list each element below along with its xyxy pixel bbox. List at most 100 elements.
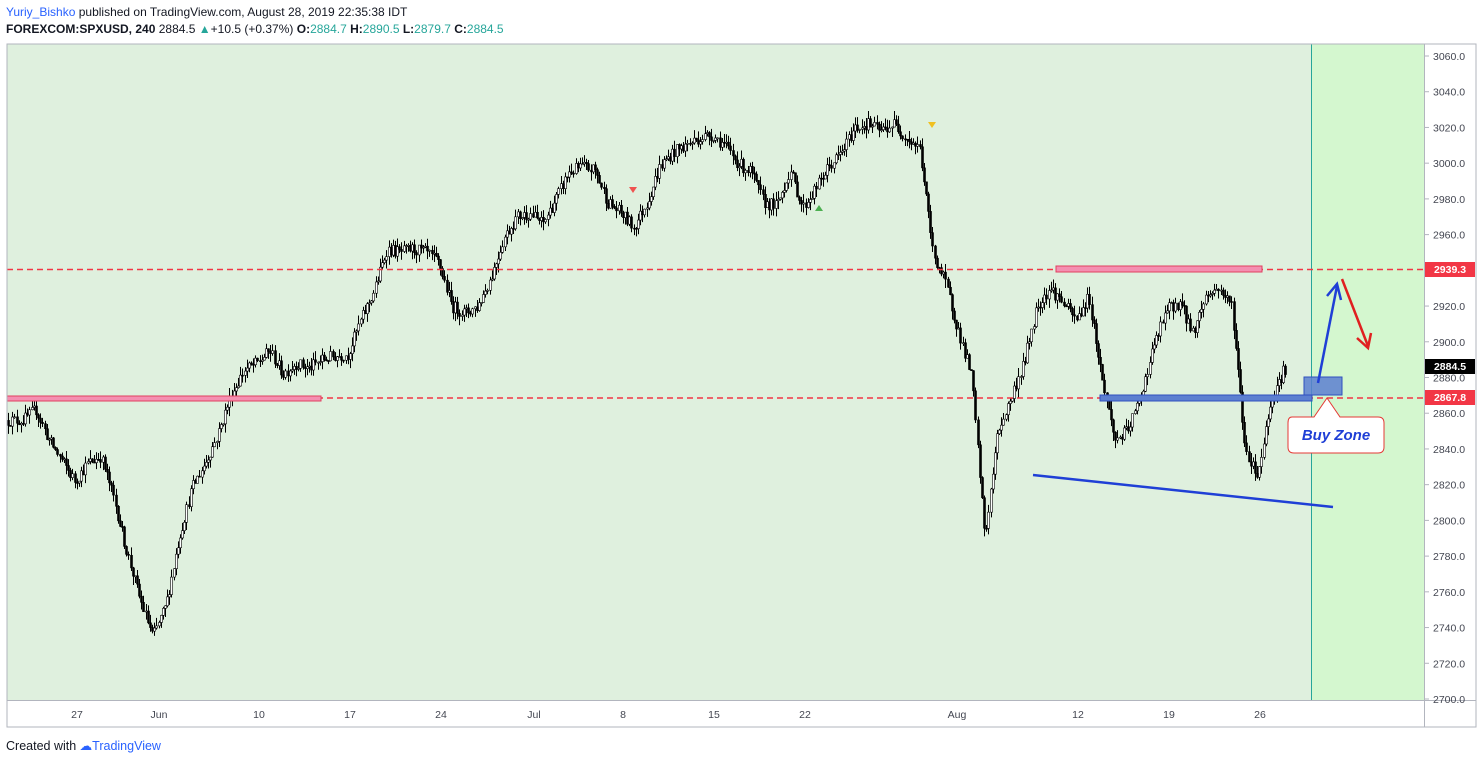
candle-body (1110, 409, 1113, 421)
candle-body (1082, 307, 1085, 317)
candle-body (940, 267, 943, 275)
candle-body (46, 428, 49, 440)
candle-body (757, 180, 760, 186)
y-tick-label: 3000.0 (1433, 158, 1465, 170)
chart-header: Yuriy_Bishko published on TradingView.co… (6, 4, 504, 38)
candle-body (383, 259, 386, 263)
candle-body (115, 494, 118, 507)
candle-body (959, 327, 962, 344)
candle-body (665, 158, 668, 161)
candle-body (1063, 301, 1066, 307)
candle-body (794, 172, 797, 183)
candle-body (1245, 442, 1248, 452)
candle-body (1149, 362, 1152, 375)
support-zone (1099, 394, 1313, 402)
candle-body (106, 469, 109, 473)
candle-body (67, 465, 70, 471)
candle-body (1020, 376, 1023, 378)
down-marker-icon (629, 187, 637, 193)
candle-body (87, 461, 90, 464)
candle-body (880, 129, 883, 131)
candle-body (830, 165, 833, 169)
candle-body (121, 526, 124, 528)
candle-body (1007, 403, 1010, 416)
candle-body (701, 139, 704, 142)
candle-body (802, 202, 805, 205)
candle-body (1028, 341, 1031, 344)
candle-body (1282, 365, 1285, 383)
candle-body (422, 246, 425, 249)
candle-body (437, 255, 440, 260)
candle-body (1239, 369, 1242, 393)
candle-body (564, 176, 567, 189)
yellow-marker-icon (928, 122, 936, 128)
candle-body (1131, 413, 1134, 428)
candle-body (95, 458, 98, 463)
last-price: 2884.5 (158, 22, 196, 36)
candle-body (1033, 326, 1036, 330)
candles-layer (7, 111, 1287, 636)
candle-body (845, 138, 848, 150)
candle-body (482, 294, 485, 303)
candle-body (663, 159, 666, 169)
candle-body (605, 188, 608, 204)
red-arrow-shaft (1340, 278, 1370, 347)
candle-body (1205, 294, 1208, 305)
support-trendline (1032, 473, 1334, 509)
candle-body (415, 252, 418, 256)
candle-body (977, 419, 980, 446)
x-tick-label: 24 (435, 709, 447, 721)
candle-body (385, 256, 388, 261)
tradingview-brand[interactable]: TradingView (92, 739, 161, 753)
candle-body (895, 119, 898, 125)
candle-body (955, 319, 958, 330)
candle-body (510, 228, 513, 235)
candle-body (1086, 294, 1089, 309)
candle-body (888, 127, 891, 133)
candle-body (729, 145, 732, 151)
candle-body (811, 198, 814, 200)
candle-body (196, 475, 199, 484)
candle-body (1099, 356, 1102, 365)
candle-body (953, 310, 956, 321)
y-tick-label: 2740.0 (1433, 623, 1465, 635)
candle-body (63, 458, 66, 461)
candle-body (979, 444, 982, 478)
candle-body (1022, 361, 1025, 377)
candle-body (1013, 385, 1016, 399)
candle-body (695, 137, 698, 141)
candle-body (1119, 436, 1122, 439)
y-tick-label: 2780.0 (1433, 551, 1465, 563)
candle-body (581, 163, 584, 166)
candle-body (306, 366, 309, 369)
candle-body (861, 127, 864, 130)
candle-body (897, 123, 900, 133)
candle-body (1265, 426, 1268, 445)
created-with-text: Created with (6, 739, 77, 753)
candle-body (456, 301, 459, 314)
y-tick-label: 2820.0 (1433, 480, 1465, 492)
candle-body (1078, 313, 1081, 321)
ohlc-line: FOREXCOM:SPXUSD, 240 2884.5 ▲+10.5 (+0.3… (6, 21, 504, 38)
candle-body (714, 137, 717, 141)
candle-body (1164, 312, 1167, 324)
candle-body (1248, 451, 1251, 463)
candle-body (80, 470, 83, 482)
candle-body (1233, 301, 1236, 331)
candle-body (1252, 461, 1255, 467)
candle-body (130, 554, 133, 569)
author-link[interactable]: Yuriy_Bishko (6, 5, 76, 19)
candle-body (145, 610, 148, 613)
candle-body (1263, 443, 1266, 458)
candle-body (284, 370, 287, 378)
candle-body (529, 213, 532, 220)
change-value: +10.5 (+0.37%) (210, 22, 294, 36)
candle-body (140, 595, 143, 603)
candle-body (947, 278, 950, 288)
time-axis[interactable] (7, 700, 1476, 727)
candle-body (570, 171, 573, 174)
candle-body (329, 351, 332, 362)
candle-body (403, 245, 406, 252)
candle-body (871, 125, 874, 128)
